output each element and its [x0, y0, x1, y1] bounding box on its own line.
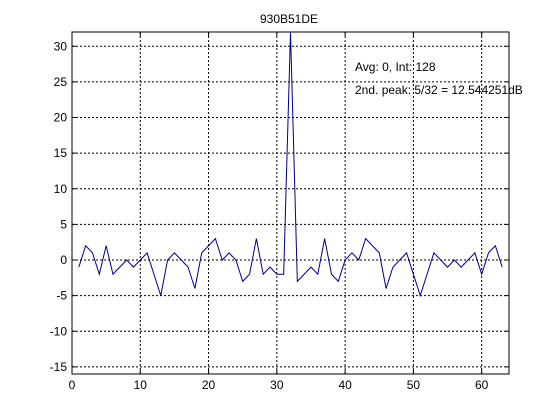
chart-title: 930B51DE	[260, 12, 318, 26]
y-tick-label: -10	[50, 324, 68, 338]
x-axis: 0 10 20 30 40 50 60	[69, 32, 489, 392]
x-tick-label: 30	[270, 378, 284, 392]
x-tick-label: 20	[202, 378, 216, 392]
x-tick-label: 40	[338, 378, 352, 392]
y-tick-label: 5	[60, 217, 67, 231]
plot-border	[71, 31, 510, 375]
y-tick-label: 20	[54, 111, 68, 125]
y-tick-label: 0	[60, 253, 67, 267]
annotation-avg-int: Avg: 0, Int: 128	[355, 60, 436, 74]
annotation-second-peak: 2nd. peak: 5/32 = 12.544251dB	[355, 83, 523, 97]
grid	[72, 32, 509, 374]
y-tick-label: 15	[54, 146, 68, 160]
x-tick-label: 50	[407, 378, 421, 392]
y-tick-label: 10	[54, 182, 68, 196]
y-axis: -15 -10 -5 0 5 10 15 20 25 30	[50, 39, 509, 374]
y-tick-label: 30	[54, 39, 68, 53]
plot-area	[72, 32, 509, 374]
y-tick-label: -5	[56, 289, 67, 303]
x-tick-label: 60	[475, 378, 489, 392]
y-tick-label: 25	[54, 75, 68, 89]
x-tick-label: 0	[69, 378, 76, 392]
x-tick-label: 10	[134, 378, 148, 392]
y-tick-label: -15	[50, 360, 68, 374]
